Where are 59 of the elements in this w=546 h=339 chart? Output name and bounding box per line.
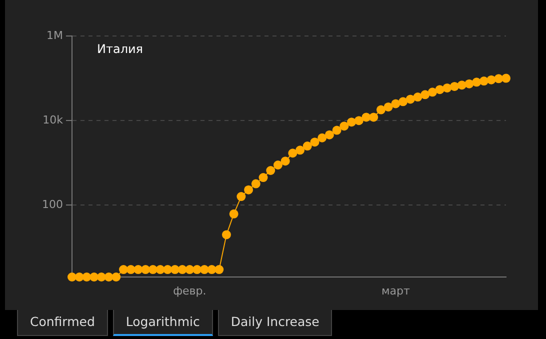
point — [486, 75, 496, 84]
point — [369, 112, 378, 122]
x-tick-label: март — [381, 284, 410, 298]
point — [90, 272, 99, 282]
point — [464, 79, 474, 88]
point — [332, 126, 342, 135]
point — [391, 99, 400, 108]
point — [96, 272, 106, 282]
point — [384, 102, 393, 112]
text: Logarithmic — [112, 310, 213, 336]
text: Daily Increase — [218, 310, 332, 336]
text: Confirmed — [17, 310, 108, 336]
x-tick-label: февр. — [173, 284, 206, 298]
y-tick-label: 10k — [42, 113, 64, 126]
point — [280, 156, 290, 166]
point — [112, 272, 121, 282]
point — [398, 97, 408, 106]
point — [214, 265, 224, 274]
point — [502, 74, 510, 83]
point — [126, 265, 136, 274]
point — [200, 265, 209, 274]
point — [310, 138, 320, 147]
point — [413, 92, 422, 102]
point — [222, 230, 231, 240]
point — [273, 160, 282, 170]
y-tick-label: 100 — [42, 198, 63, 212]
point — [302, 142, 312, 151]
point — [420, 90, 430, 100]
point — [134, 265, 143, 274]
point — [428, 88, 437, 97]
point — [376, 105, 386, 114]
point — [457, 80, 466, 90]
point — [244, 185, 254, 194]
y-tick-label: 1M — [46, 28, 63, 42]
point — [185, 265, 194, 274]
point — [68, 272, 76, 282]
point — [148, 265, 158, 274]
point — [324, 130, 334, 140]
point — [442, 83, 452, 92]
point — [479, 76, 488, 86]
point — [229, 209, 238, 218]
text: Италия — [97, 42, 144, 56]
point — [170, 265, 180, 274]
point — [251, 179, 260, 188]
point — [258, 173, 268, 182]
point — [288, 148, 298, 158]
point — [347, 118, 356, 127]
point — [118, 265, 128, 274]
point — [236, 192, 246, 202]
point — [354, 116, 364, 126]
point — [340, 122, 349, 131]
point — [406, 94, 415, 104]
point — [435, 85, 444, 94]
point — [296, 146, 305, 155]
point — [472, 78, 482, 87]
point — [450, 82, 460, 91]
point — [74, 272, 84, 282]
point — [318, 133, 327, 142]
point — [266, 166, 276, 175]
